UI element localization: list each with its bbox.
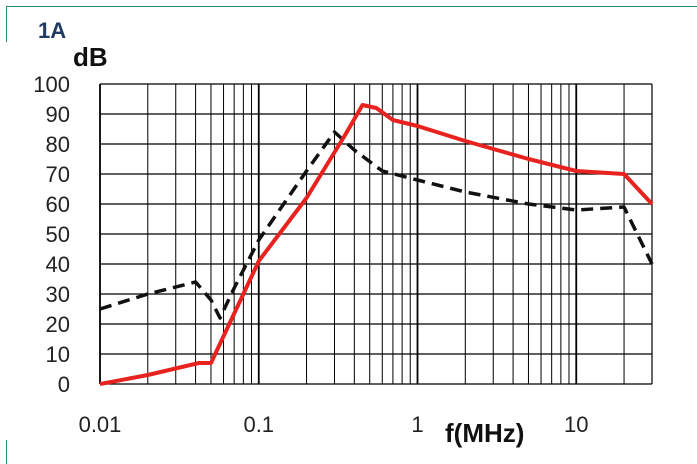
y-tick-label: 10 xyxy=(46,342,70,367)
frame-left-border-lower xyxy=(6,440,7,464)
y-axis-title: dB xyxy=(73,42,108,72)
x-tick-labels: 0.01 0.1 1 10 xyxy=(79,412,589,437)
x-tick-label: 0.1 xyxy=(243,412,274,437)
series-line-2 xyxy=(99,130,654,320)
y-tick-label: 20 xyxy=(46,312,70,337)
y-tick-label: 70 xyxy=(46,162,70,187)
major-grid xyxy=(99,83,653,385)
x-axis-title: f(MHz) xyxy=(445,418,524,448)
x-tick-label: 1 xyxy=(411,412,423,437)
panel-label: 1A xyxy=(38,18,67,43)
y-tick-label: 30 xyxy=(46,282,70,307)
y-tick-label: 80 xyxy=(46,132,70,157)
y-tick-label: 100 xyxy=(33,72,70,97)
y-tick-label: 0 xyxy=(58,372,70,397)
y-tick-label: 90 xyxy=(46,102,70,127)
y-tick-label: 60 xyxy=(46,192,70,217)
y-tick-labels: 0 10 20 30 40 50 60 70 80 90 100 xyxy=(33,72,70,397)
frame-top-border xyxy=(6,6,697,7)
frame-left-border xyxy=(6,6,7,42)
y-tick-label: 50 xyxy=(46,222,70,247)
x-tick-label: 0.01 xyxy=(79,412,122,437)
x-tick-label: 10 xyxy=(564,412,588,437)
series-layer xyxy=(99,103,654,386)
y-tick-label: 40 xyxy=(46,252,70,277)
series-line-1 xyxy=(99,103,654,386)
